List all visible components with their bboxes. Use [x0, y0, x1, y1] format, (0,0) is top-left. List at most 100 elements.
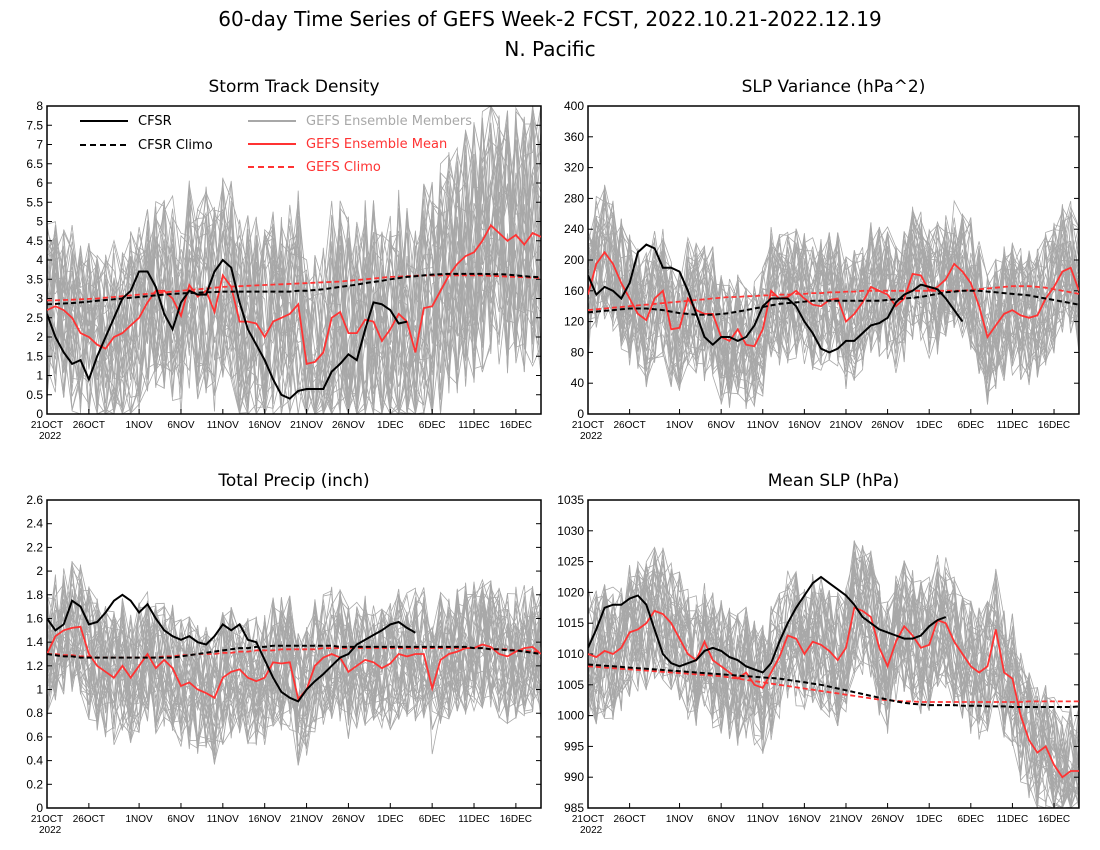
y-tick-label: 1005	[557, 678, 584, 692]
ensemble-members	[588, 184, 1079, 410]
y-tick-label: 985	[564, 801, 584, 815]
y-tick-label: 1.5	[26, 349, 43, 363]
x-tick-label: 26OCT	[613, 420, 645, 431]
x-tick-label: 21NOV	[290, 814, 323, 825]
chart-panel-3: Mean SLP (hPa) 985 990 995 1000 1005 1010 1015 1…	[557, 471, 1080, 836]
panel-title: Mean SLP (hPa)	[768, 471, 900, 491]
y-tick-label: 1	[36, 369, 43, 383]
y-tick-label: 280	[564, 191, 584, 205]
member-line	[588, 213, 1079, 375]
series-cfsr	[47, 258, 408, 400]
y-tick-label: 320	[564, 161, 584, 175]
x-tick-label: 16DEC	[1038, 420, 1070, 431]
series-gefs-climo	[47, 274, 541, 302]
x-tick-label: 26NOV	[332, 814, 365, 825]
member-line	[47, 588, 541, 758]
y-tick-label: 80	[571, 345, 585, 359]
y-tick-label: 1020	[557, 585, 584, 599]
y-tick-label: 1010	[557, 647, 584, 661]
y-tick-label: 120	[564, 315, 584, 329]
x-tick-label: 1NOV	[666, 420, 694, 431]
x-tick-label: 11DEC	[458, 814, 490, 825]
x-tick-label: 1NOV	[125, 420, 153, 431]
member-line	[47, 589, 541, 732]
y-tick-label: 0	[577, 407, 584, 421]
x-tick-label: 26OCT	[73, 420, 105, 431]
y-tick-label: 240	[564, 222, 584, 236]
y-tick-label: 1.2	[26, 659, 43, 673]
y-tick-label: 1015	[557, 616, 584, 630]
y-tick-label: 1025	[557, 555, 584, 569]
x-tick-label: 6DEC	[957, 814, 984, 825]
series-cfsr	[588, 575, 947, 674]
x-tick-label: 11DEC	[997, 814, 1029, 825]
legend-label-gefs_climo: GEFS Climo	[306, 160, 381, 175]
member-line	[47, 583, 541, 746]
y-tick-label: 990	[564, 770, 584, 784]
y-tick-label: 0	[36, 407, 43, 421]
x-tick-label: 11DEC	[997, 420, 1029, 431]
y-tick-label: 400	[564, 99, 584, 113]
y-tick-label: 1035	[557, 493, 584, 507]
y-tick-label: 2.6	[26, 493, 43, 507]
x-tick-label: 16DEC	[500, 420, 532, 431]
x-tick-label: 21OCT	[31, 814, 63, 825]
x-tick-label: 1DEC	[377, 814, 404, 825]
y-tick-label: 0.6	[26, 730, 43, 744]
member-line	[47, 586, 541, 747]
chart-panel-2: Total Precip (inch) 0 0.2 0.4 0.6 0.8 1 1.2 1.4 1…	[26, 471, 542, 836]
x-tick-label: 21OCT	[31, 420, 63, 431]
x-tick-label: 21NOV	[830, 420, 863, 431]
x-tick-label: 26NOV	[871, 420, 904, 431]
chart-panel-0: Storm Track Density 0 0.5 1 1.5 2 2.5 3 3.5 4 4.5 5…	[26, 77, 542, 442]
member-line	[47, 110, 541, 414]
x-tick-label: 6NOV	[708, 420, 736, 431]
y-tick-label: 200	[564, 253, 584, 267]
y-tick-label: 6	[36, 176, 43, 190]
x-tick-label: 11NOV	[207, 420, 239, 431]
series-gefs-ensemble-mean	[588, 606, 1079, 779]
member-line	[588, 540, 1079, 808]
y-tick-label: 0	[36, 801, 43, 815]
series-gefs-ensemble-mean	[47, 625, 541, 701]
x-tick-label: 6NOV	[708, 814, 736, 825]
series-cfsr-climo	[47, 644, 541, 659]
member-line	[47, 107, 541, 414]
y-tick-label: 1000	[557, 709, 584, 723]
panel-title: Storm Track Density	[208, 77, 379, 97]
legend-label-cfsr_climo: CFSR Climo	[138, 138, 213, 153]
legend-label-cfsr: CFSR	[138, 114, 172, 129]
x-tick-label: 26NOV	[871, 814, 904, 825]
x-tick-label: 21OCT	[572, 420, 604, 431]
y-tick-label: 3.5	[26, 272, 43, 286]
y-tick-label: 2.2	[26, 540, 43, 554]
x-year-label: 2022	[39, 431, 62, 442]
x-tick-label: 21OCT	[572, 814, 604, 825]
y-tick-label: 5.5	[26, 195, 43, 209]
member-line	[588, 540, 1079, 808]
member-line	[588, 551, 1079, 800]
series-gefs-ensemble-mean	[588, 250, 1079, 348]
member-line	[47, 588, 541, 725]
member-line	[47, 156, 541, 414]
series-lines	[588, 243, 1079, 354]
x-tick-label: 16NOV	[248, 814, 281, 825]
x-tick-label: 16DEC	[500, 814, 532, 825]
x-tick-label: 26NOV	[332, 420, 365, 431]
member-line	[588, 571, 1079, 799]
y-tick-label: 2	[36, 330, 43, 344]
member-line	[588, 203, 1079, 387]
panel-title: SLP Variance (hPa^2)	[742, 77, 926, 97]
x-year-label: 2022	[39, 825, 62, 836]
x-tick-label: 26OCT	[613, 814, 645, 825]
member-line	[47, 110, 541, 414]
x-tick-label: 6DEC	[957, 420, 984, 431]
member-line	[588, 209, 1079, 395]
x-tick-label: 1DEC	[377, 420, 404, 431]
y-tick-label: 995	[564, 739, 584, 753]
legend-label-ens_mean: GEFS Ensemble Mean	[306, 137, 447, 152]
x-tick-label: 16NOV	[788, 420, 821, 431]
y-tick-label: 2	[36, 564, 43, 578]
member-line	[588, 557, 1079, 808]
